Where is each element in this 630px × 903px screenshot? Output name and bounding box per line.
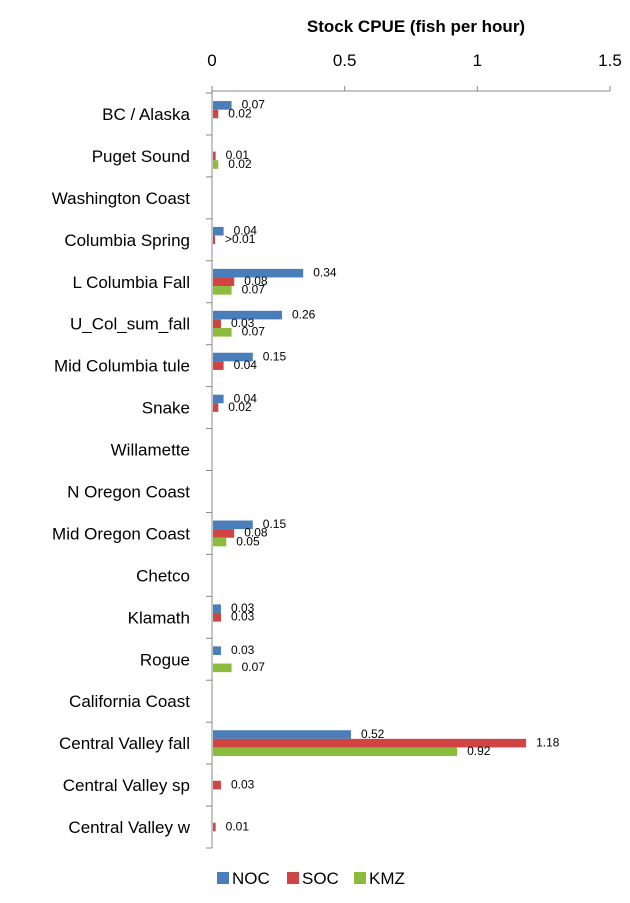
data-label: 0.07 [242, 98, 266, 112]
bar-kmz [213, 160, 219, 169]
bar-kmz [213, 747, 458, 757]
category-label: BC / Alaska [102, 105, 190, 124]
legend-label: NOC [232, 869, 270, 888]
bar-noc [213, 101, 232, 110]
bar-soc [213, 361, 224, 370]
bar-soc [213, 613, 221, 622]
category-label: U_Col_sum_fall [70, 315, 190, 334]
category-label: Washington Coast [52, 189, 191, 208]
bar-soc [213, 822, 216, 832]
x-axis: 0 0.5 1 1.5 [207, 51, 622, 92]
data-label: 0.02 [228, 106, 252, 120]
category-label: California Coast [69, 692, 190, 711]
data-label: >0.01 [225, 232, 256, 246]
legend-label: SOC [302, 869, 339, 888]
category-label: Columbia Spring [64, 231, 190, 250]
data-label: 0.34 [313, 265, 337, 279]
data-label: 0.07 [242, 325, 266, 339]
legend: NOC SOC KMZ [217, 869, 405, 888]
bar-kmz [213, 537, 227, 547]
category-label: Central Valley sp [63, 776, 190, 795]
bar-noc [213, 352, 253, 362]
x-tick-label: 1.5 [598, 51, 622, 70]
category-label: Klamath [128, 608, 190, 627]
data-label: 0.05 [236, 534, 260, 548]
data-label-group: 0.070.020.010.020.04>0.010.340.080.070.2… [225, 98, 560, 834]
legend-swatch-kmz [354, 872, 366, 884]
data-label: 0.03 [231, 601, 255, 615]
data-label: 0.15 [263, 517, 287, 531]
category-label: Rogue [140, 650, 190, 669]
bar-soc [213, 403, 219, 412]
data-label: 0.07 [242, 660, 266, 674]
bar-noc [213, 520, 253, 530]
bar-kmz [213, 286, 232, 295]
data-label: 0.01 [226, 148, 250, 162]
y-axis: BC / Alaska Puget Sound Washington Coast Co… [52, 91, 213, 849]
legend-swatch-soc [287, 872, 299, 884]
data-label: 0.26 [292, 307, 316, 321]
data-label: 0.02 [228, 157, 252, 171]
data-label: 0.03 [231, 643, 255, 657]
chart-title: Stock CPUE (fish per hour) [307, 17, 525, 36]
data-label: 0.04 [234, 358, 258, 372]
data-label: 0.08 [244, 274, 268, 288]
bar-kmz [213, 327, 232, 337]
data-label: 0.07 [242, 283, 266, 297]
data-label: 0.03 [231, 610, 255, 624]
data-label: 0.52 [361, 727, 385, 741]
data-label: 0.03 [231, 777, 255, 791]
bar-noc [213, 730, 351, 739]
x-tick-label: 0 [207, 51, 216, 70]
legend-swatch-noc [217, 872, 229, 884]
bar-soc [213, 277, 235, 287]
category-label: Willamette [111, 441, 190, 460]
category-label: Puget Sound [92, 147, 190, 166]
bar-noc [213, 394, 224, 404]
bar-soc [213, 151, 216, 161]
bar-soc [213, 109, 219, 119]
data-label: 0.03 [231, 316, 255, 330]
category-label: Snake [142, 399, 190, 418]
bar-soc [213, 319, 221, 328]
bar-noc [213, 604, 221, 614]
bar-soc [213, 738, 527, 748]
bar-soc [213, 235, 215, 245]
data-label: 0.01 [226, 819, 250, 833]
data-label: 0.08 [244, 526, 268, 540]
legend-label: KMZ [369, 869, 405, 888]
category-label: Central Valley fall [59, 734, 190, 753]
category-label: Chetco [136, 566, 190, 585]
data-label: 0.04 [234, 224, 258, 238]
category-label: N Oregon Coast [67, 482, 190, 501]
data-label: 0.04 [234, 391, 258, 405]
data-label: 1.18 [536, 735, 560, 749]
bar-noc [213, 310, 282, 320]
data-label: 0.02 [228, 400, 252, 414]
x-tick-label: 0.5 [333, 51, 357, 70]
bar-noc [213, 268, 304, 278]
category-label: Mid Oregon Coast [52, 524, 190, 543]
data-label: 0.92 [467, 744, 491, 758]
x-tick-label: 1 [473, 51, 482, 70]
bar-kmz [213, 663, 232, 673]
data-label: 0.15 [263, 349, 287, 363]
bar-noc [213, 226, 224, 236]
bar-series-group [213, 101, 527, 832]
category-label: L Columbia Fall [73, 273, 190, 292]
bar-noc [213, 646, 221, 655]
bar-soc [213, 780, 221, 790]
bar-soc [213, 529, 235, 538]
category-label: Central Valley w [68, 818, 190, 837]
category-label: Mid Columbia tule [54, 357, 190, 376]
